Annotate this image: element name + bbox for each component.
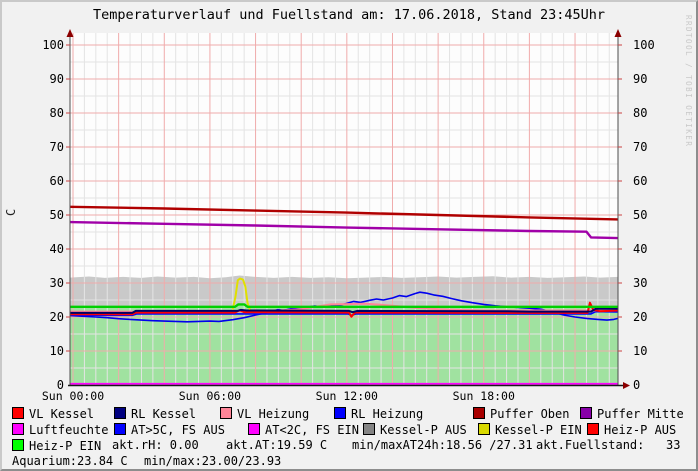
svg-text:0: 0: [57, 378, 64, 392]
svg-text:Sun 06:00: Sun 06:00: [179, 389, 241, 403]
legend-swatch: [580, 407, 592, 419]
svg-text:Sun 12:00: Sun 12:00: [316, 389, 378, 403]
series-Puffer Oben: [69, 205, 618, 221]
series-Puffer Mitte: [69, 220, 618, 240]
page-title: Temperaturverlauf und Fuellstand am: 17.…: [92, 7, 606, 23]
legend-label: AT>5C, FS AUS: [131, 423, 225, 437]
legend-label: Kessel-P AUS: [380, 423, 467, 437]
legend-item: AT>5C, FS AUS: [114, 423, 225, 437]
legend-label: akt.rH: 0.00: [112, 438, 199, 452]
legend-label: Luftfeuchte: [29, 423, 109, 437]
legend-label: Puffer Mitte: [597, 407, 684, 421]
legend-swatch: [334, 407, 346, 419]
svg-text:Sun 18:00: Sun 18:00: [453, 389, 515, 403]
svg-text:10: 10: [50, 344, 64, 358]
status-text: akt.AT:19.59 C: [226, 439, 327, 452]
state-areas: [70, 275, 618, 385]
axes: [66, 29, 630, 389]
chart-canvas: 0 0 10 10 20 20 30 30 40 40 50 50 60 60 70 70 80 80 90 90 10…: [42, 29, 655, 403]
status-text: min/max:23.00/23.93: [144, 455, 281, 468]
svg-text:50: 50: [50, 208, 64, 222]
legend-item: Puffer Mitte: [580, 407, 684, 421]
svg-text:80: 80: [633, 106, 647, 120]
legend-swatch: [248, 423, 260, 435]
svg-text:90: 90: [633, 72, 647, 86]
legend-label: RL Heizung: [351, 407, 424, 421]
legend-label: min/max:23.00/23.93: [144, 454, 282, 468]
svg-text:70: 70: [50, 140, 64, 154]
legend-item: Heiz-P EIN: [12, 439, 101, 453]
svg-text:60: 60: [50, 174, 64, 188]
legend-label: Kessel-P EIN: [495, 423, 582, 437]
legend-item: Kessel-P AUS: [363, 423, 467, 437]
y-axis-arrow-left: [66, 29, 74, 37]
legend-item: Luftfeuchte: [12, 423, 108, 437]
legend-label: VL Kessel: [29, 407, 95, 421]
area-Heiz-P EIN: [70, 304, 618, 385]
legend-item: Puffer Oben: [473, 407, 569, 421]
svg-text:70: 70: [633, 140, 647, 154]
status-text: min/maxAT24h:18.56 /27.31: [352, 439, 533, 452]
svg-text:Sun 00:00: Sun 00:00: [42, 389, 104, 403]
legend-item: RL Heizung: [334, 407, 423, 421]
legend-label: akt.Fuellstand: 33: [536, 438, 681, 452]
legend-label: min/maxAT24h:18.56 /27.31: [352, 438, 533, 452]
svg-text:60: 60: [633, 174, 647, 188]
x-axis-arrow: [623, 382, 630, 389]
legend-swatch: [478, 423, 490, 435]
series-RL Kessel: [70, 307, 618, 314]
svg-text:20: 20: [50, 310, 64, 324]
svg-text:30: 30: [50, 276, 64, 290]
legend-swatch: [12, 439, 24, 451]
rrdtool-watermark: RRDTOOL / TOBI OETIKER: [684, 15, 693, 148]
data-series: [69, 205, 619, 385]
svg-text:50: 50: [633, 208, 647, 222]
status-text: akt.Fuellstand: 33: [536, 439, 681, 452]
legend-swatch: [473, 407, 485, 419]
legend-item: VL Kessel: [12, 407, 94, 421]
legend-label: Heiz-P AUS: [604, 423, 677, 437]
svg-text:20: 20: [633, 310, 647, 324]
svg-text:80: 80: [50, 106, 64, 120]
legend-swatch: [114, 407, 126, 419]
legend-swatch: [114, 423, 126, 435]
legend-label: Heiz-P EIN: [29, 439, 102, 453]
svg-text:30: 30: [633, 276, 647, 290]
legend-swatch: [587, 423, 599, 435]
svg-text:40: 40: [50, 242, 64, 256]
legend-swatch: [12, 423, 24, 435]
svg-text:90: 90: [50, 72, 64, 86]
svg-text:40: 40: [633, 242, 647, 256]
status-text: Aquarium:23.84 C: [12, 455, 128, 468]
status-text: akt.rH: 0.00: [112, 439, 199, 452]
legend-label: RL Kessel: [131, 407, 197, 421]
svg-text:0: 0: [633, 378, 640, 392]
series-Heiz-P EIN Pegel: [70, 303, 618, 308]
legend-swatch: [12, 407, 24, 419]
axis-labels: 0 0 10 10 20 20 30 30 40 40 50 50 60 60 70 70 80 80 90 90 10…: [42, 38, 655, 403]
legend-item: AT<2C, FS EIN: [248, 423, 359, 437]
legend-swatch: [363, 423, 375, 435]
svg-text:100: 100: [633, 38, 655, 52]
legend-item: VL Heizung: [220, 407, 309, 421]
legend-item: Kessel-P EIN: [478, 423, 582, 437]
svg-text:100: 100: [42, 38, 64, 52]
legend-label: VL Heizung: [237, 407, 310, 421]
svg-text:10: 10: [633, 344, 647, 358]
legend-item: Heiz-P AUS: [587, 423, 676, 437]
legend-label: Aquarium:23.84 C: [12, 454, 128, 468]
series-Kessel-P EIN: [231, 277, 251, 310]
y-axis-arrow-right: [614, 29, 622, 37]
legend-label: Puffer Oben: [490, 407, 570, 421]
legend-label: AT<2C, FS EIN: [265, 423, 359, 437]
legend-item: RL Kessel: [114, 407, 196, 421]
legend-label: akt.AT:19.59 C: [226, 438, 328, 452]
legend-swatch: [220, 407, 232, 419]
